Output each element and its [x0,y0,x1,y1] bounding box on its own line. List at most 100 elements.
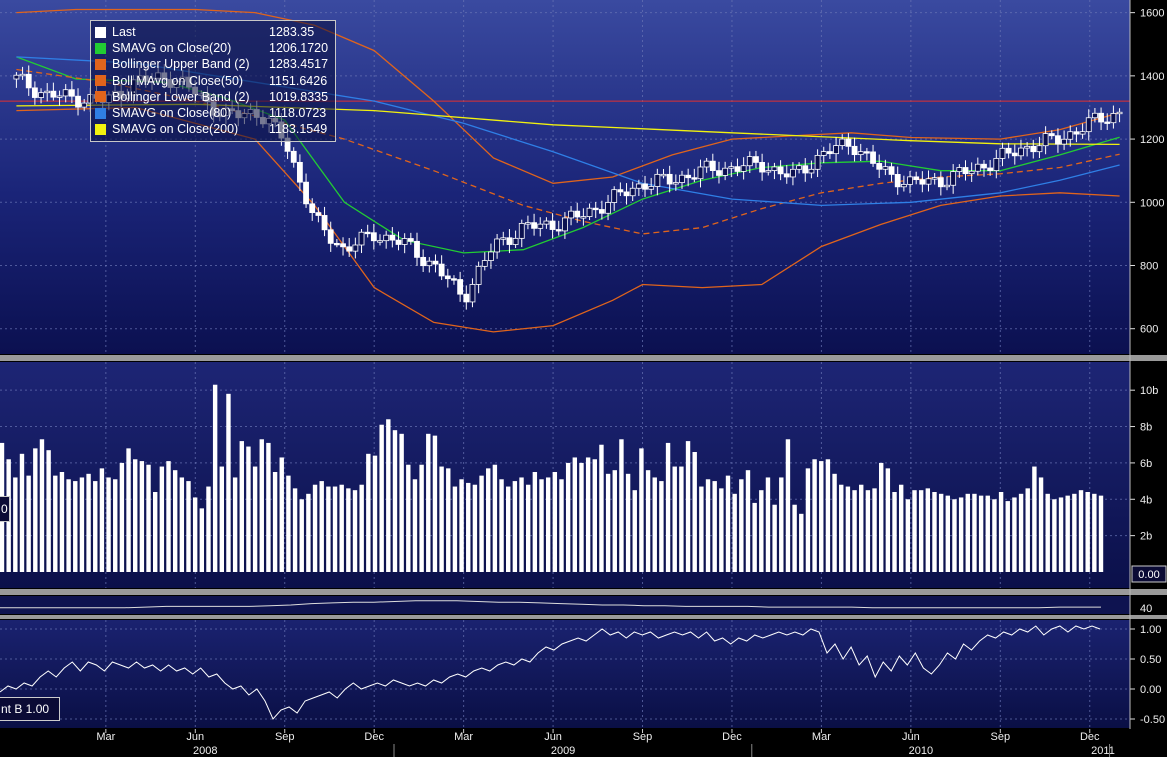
candle-body [635,183,642,189]
candle [697,159,704,188]
candle-body [358,231,365,246]
candle-body [469,284,476,303]
candle [1042,126,1049,155]
volume-bar [932,492,937,572]
legend-label: Last [112,25,136,40]
candle-body [75,95,81,108]
legend-item: Bollinger Lower Band (2) 1019.8335 [95,89,331,105]
volume-bar [739,479,744,572]
volume-bar [645,470,651,572]
candle [913,171,920,185]
candle-body [481,260,488,267]
panel-separator [0,355,1167,361]
legend-value: 1206.1720 [269,41,329,56]
volume-bar [539,479,544,572]
candle [56,90,63,106]
candle-body [327,229,334,244]
candle-body [919,179,926,185]
candle-body [734,166,741,172]
volume-bar [226,393,231,572]
candle-body [931,177,938,180]
candle-body [907,176,913,185]
volume-bar [33,448,38,572]
candle [426,257,433,273]
candle-body [13,74,20,80]
candle [777,160,784,181]
candle [654,168,661,196]
candle [296,154,303,191]
candle [31,81,38,105]
candle [1030,139,1037,159]
candle-body [962,167,969,175]
volume-bar [339,484,344,572]
x-month-label: Mar [454,731,473,743]
candle [494,233,501,259]
volume-bar [1032,466,1037,572]
candle-body [296,161,303,183]
candle [635,179,642,196]
candle-body [851,145,858,156]
candle-body [401,238,408,245]
chart-legend: Last 1283.35 SMAVG on Close(20) 1206.1720 Bo… [90,20,336,142]
volume-bar [805,468,811,572]
candle-body [494,238,501,253]
volume-left-label: 0 [0,496,10,522]
legend-swatch [95,91,106,103]
candle-body [56,95,63,98]
candle [531,213,537,236]
candle [50,82,57,101]
volume-bar [998,492,1004,572]
candle-body [746,156,753,167]
legend-item: SMAVG on Close(80) 1118.0723 [95,105,331,121]
candle [937,171,944,196]
candle [851,137,858,162]
candle [580,208,587,226]
volume-bar [892,492,897,572]
volume-bar [745,470,751,572]
candle [1073,127,1080,143]
candle-body [1092,112,1098,119]
volume-bar [372,455,378,572]
candle [303,173,309,208]
candle [1055,128,1061,153]
candle-body [426,260,433,267]
volume-bar [859,484,864,572]
candle-body [586,207,593,217]
volume-bar [599,444,604,572]
volume-bar [446,468,451,572]
volume-bar [712,481,717,572]
volume-bar [19,453,25,572]
candle [716,161,722,184]
candle [1079,123,1086,139]
candle-body [407,238,414,242]
volume-tick-label: 10b [1140,385,1158,397]
candle [1011,144,1018,165]
candle [81,98,88,112]
volume-bar [852,490,857,572]
candle [993,149,1000,179]
volume-bar [632,490,637,572]
candle-body [900,183,907,188]
candle-body [1067,131,1074,140]
legend-label: Bollinger Upper Band (2) [112,57,250,72]
volume-bar [73,481,78,572]
volume-bar [139,461,145,572]
candle-body [629,187,636,197]
candle [944,176,950,191]
volume-bar [659,481,664,572]
volume-bar [725,475,731,572]
volume-bar [452,486,458,572]
candle [833,137,839,163]
candle-body [25,73,32,89]
candle-body [68,89,75,97]
x-month-label: Jun [902,731,920,743]
volume-bar [146,464,151,572]
candle [734,158,741,177]
candle-body [31,87,38,98]
volume-tick-label: 2b [1140,531,1152,543]
candle-body [1110,113,1117,124]
candle [75,88,81,116]
candle [420,249,427,273]
volume-bar [1092,493,1097,572]
volume-bar [652,477,657,572]
